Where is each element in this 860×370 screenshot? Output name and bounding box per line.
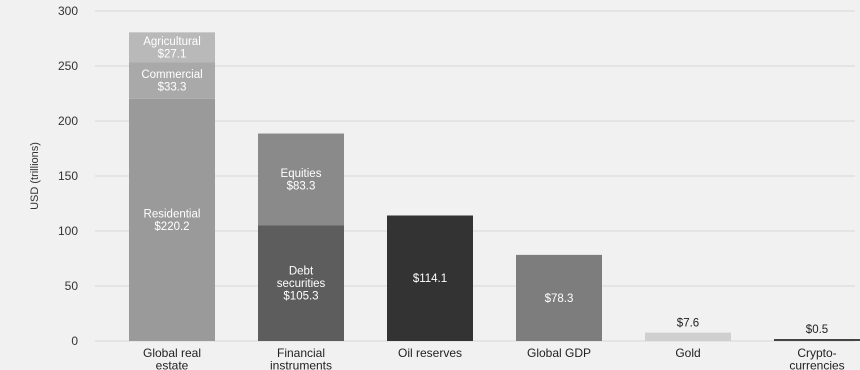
bar-value-label: securities xyxy=(277,278,326,290)
bar-value-label: Equities xyxy=(281,168,322,180)
bar-value-label: $0.5 xyxy=(806,324,828,336)
bar-segment xyxy=(129,62,215,99)
x-tick-label: currencies xyxy=(789,359,844,370)
bar-group: $78.3 xyxy=(516,254,602,341)
bar-value-label: $83.3 xyxy=(287,181,316,193)
bar-group: $0.5 xyxy=(774,324,860,341)
bar-value-label: Commercial xyxy=(141,69,202,81)
x-tick-label: Crypto- xyxy=(797,346,836,360)
y-tick-label: 100 xyxy=(58,224,78,238)
y-tick-label: 300 xyxy=(58,4,78,18)
bar-group: $114.1 xyxy=(387,215,473,341)
bar-segment xyxy=(387,215,473,341)
bar-group: $7.6 xyxy=(645,318,731,341)
bar-segment xyxy=(774,339,860,341)
bar-value-label: $105.3 xyxy=(283,291,318,303)
bar-value-label: $33.3 xyxy=(158,82,187,94)
bar-value-label: $114.1 xyxy=(413,273,447,285)
x-tick-label: Global real xyxy=(143,346,201,360)
bar-value-label: $220.2 xyxy=(154,221,189,233)
x-tick-label: estate xyxy=(156,359,189,370)
x-tick-label: Global GDP xyxy=(527,346,591,360)
y-tick-label: 0 xyxy=(71,334,78,348)
bar-segment xyxy=(129,32,215,63)
bar-segment xyxy=(258,133,344,226)
x-tick-label: Oil reserves xyxy=(398,346,462,360)
bar-value-label: Agricultural xyxy=(143,36,201,48)
y-axis-ticks: 0 50 100 150 200 250 300 xyxy=(58,4,78,348)
bar-segment xyxy=(258,225,344,341)
y-tick-label: 200 xyxy=(58,114,78,128)
grid xyxy=(95,10,855,342)
y-tick-label: 50 xyxy=(65,279,79,293)
x-tick-label: Financial xyxy=(277,346,325,360)
bar-value-label: $78.3 xyxy=(545,293,574,305)
x-tick-label: Gold xyxy=(675,346,700,360)
bar-group: Residential$220.2 Commercial$33.3 Agricult… xyxy=(129,32,215,341)
bar-value-label: $7.6 xyxy=(677,318,699,330)
bar-value-label: $27.1 xyxy=(158,48,187,60)
y-tick-label: 250 xyxy=(58,59,78,73)
bars: Residential$220.2 Commercial$33.3 Agricult… xyxy=(129,32,860,341)
bar-segment xyxy=(516,254,602,341)
x-tick-label: instruments xyxy=(270,359,332,370)
bar-segment xyxy=(129,98,215,341)
bar-segment xyxy=(645,332,731,341)
bar-value-label: Residential xyxy=(144,209,201,221)
y-tick-label: 150 xyxy=(58,169,78,183)
y-axis-label: USD (trillions) xyxy=(29,142,41,210)
bar-value-label: Debt xyxy=(289,266,314,278)
